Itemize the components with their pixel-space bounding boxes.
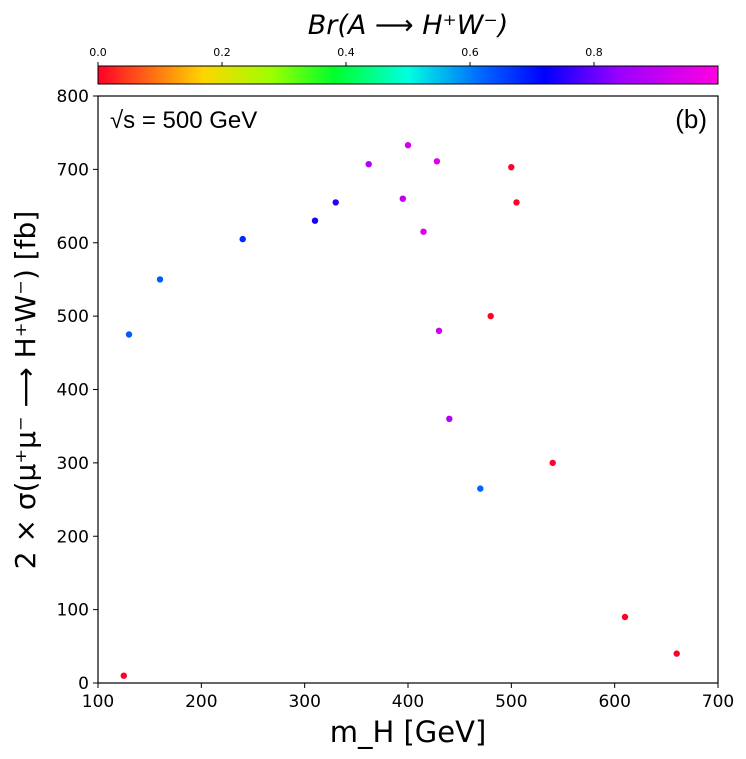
colorbar-ticks: 0.0 0.2 0.4 0.6 0.8 — [89, 46, 603, 66]
colorbar-title: Br(A ⟶ H⁺W⁻) — [308, 10, 509, 41]
colorbar-tick-label: 0.0 — [89, 46, 107, 59]
x-tick-label: 100 — [82, 692, 114, 712]
panel-label: (b) — [675, 104, 707, 134]
data-point — [621, 613, 629, 621]
data-point — [549, 459, 556, 467]
plot-frame — [97, 95, 719, 684]
data-point — [332, 199, 339, 206]
y-tick-label: 200 — [57, 527, 89, 547]
colorbar — [97, 65, 719, 85]
scatter-points — [120, 142, 680, 679]
data-point — [477, 485, 484, 492]
y-tick-label: 400 — [57, 381, 89, 401]
y-tick-label: 100 — [57, 601, 89, 621]
y-tick-label: 500 — [57, 307, 89, 327]
data-point — [420, 228, 427, 235]
data-point — [365, 161, 372, 168]
x-tick-label: 300 — [288, 692, 320, 712]
x-axis-label: m_H [GeV] — [330, 715, 487, 749]
colorbar-tick-label: 0.6 — [461, 46, 479, 59]
data-point — [311, 217, 319, 224]
colorbar-tick-label: 0.8 — [585, 46, 603, 59]
x-tick-label: 600 — [598, 692, 630, 712]
data-point — [446, 415, 453, 422]
x-tick-label: 400 — [392, 692, 424, 712]
x-tick-label: 200 — [185, 692, 217, 712]
data-point — [487, 312, 494, 320]
data-point — [513, 199, 520, 206]
x-axis-ticks: 100 200 300 400 500 600 700 — [82, 683, 734, 712]
y-tick-label: 800 — [57, 87, 89, 107]
y-tick-label: 600 — [57, 234, 89, 254]
data-point — [120, 672, 128, 679]
data-point — [156, 276, 164, 283]
colorbar-tick-label: 0.2 — [213, 46, 231, 59]
data-point — [435, 327, 443, 334]
y-axis-label: 2 × σ(μ⁺μ⁻ ⟶ H⁺W⁻) [fb] — [9, 211, 42, 569]
x-tick-label: 500 — [495, 692, 527, 712]
data-point — [404, 142, 412, 149]
colorbar-tick-label: 0.4 — [337, 46, 355, 59]
energy-annotation: √s = 500 GeV — [110, 107, 257, 134]
y-tick-label: 700 — [57, 160, 89, 180]
data-point — [673, 650, 680, 657]
data-point — [508, 164, 515, 171]
data-point — [239, 235, 246, 243]
data-point — [399, 195, 406, 202]
data-point — [433, 158, 441, 165]
x-tick-label: 700 — [702, 692, 734, 712]
y-axis-ticks: 0 100 200 300 400 500 600 700 800 — [57, 87, 98, 694]
data-point — [125, 331, 133, 338]
y-tick-label: 0 — [78, 674, 89, 694]
y-tick-label: 300 — [57, 454, 89, 474]
